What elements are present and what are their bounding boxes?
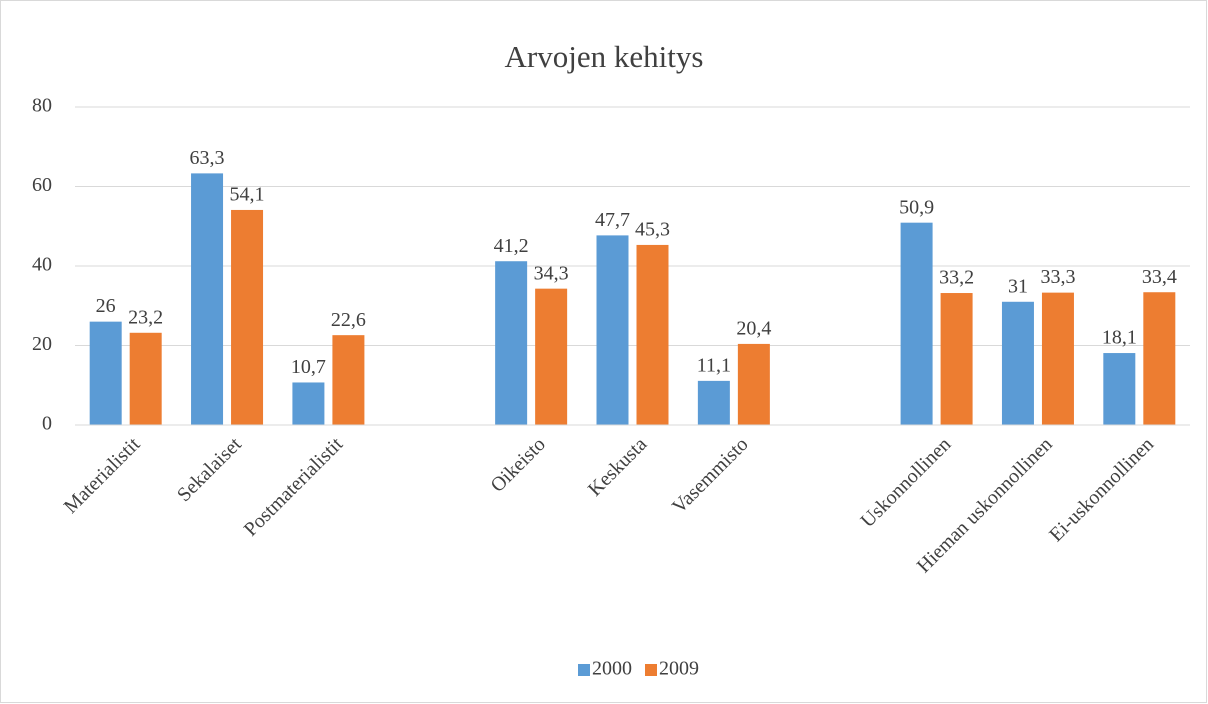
legend-swatch <box>645 664 657 676</box>
data-label: 31 <box>1008 275 1028 297</box>
bar <box>292 382 325 425</box>
y-tick-label: 40 <box>32 254 52 276</box>
bar <box>129 332 162 425</box>
bar <box>231 209 264 425</box>
legend-swatch <box>578 664 590 676</box>
bar <box>940 293 973 425</box>
bar <box>535 288 568 425</box>
bar <box>636 244 669 425</box>
bar <box>1001 301 1034 425</box>
data-label: 45,3 <box>635 219 670 241</box>
bar <box>191 173 224 425</box>
data-label: 33,3 <box>1040 266 1075 288</box>
bar <box>89 321 122 425</box>
bar <box>332 335 365 425</box>
data-label: 41,2 <box>494 235 529 257</box>
data-label: 33,2 <box>939 267 974 289</box>
legend-label: 2009 <box>659 658 699 680</box>
data-label: 23,2 <box>128 306 163 328</box>
data-label: 11,1 <box>697 354 731 376</box>
bar <box>697 380 730 425</box>
y-tick-label: 80 <box>32 95 52 117</box>
y-tick-label: 0 <box>42 413 52 435</box>
data-label: 47,7 <box>595 209 630 231</box>
legend-label: 2000 <box>592 658 632 680</box>
bar <box>596 235 629 425</box>
bar <box>737 343 770 425</box>
bar <box>1103 353 1136 425</box>
y-tick-label: 60 <box>32 174 52 196</box>
data-label: 34,3 <box>534 262 569 284</box>
bar <box>900 222 933 425</box>
data-label: 33,4 <box>1142 266 1177 288</box>
bar <box>1143 292 1176 425</box>
data-label: 18,1 <box>1102 327 1137 349</box>
data-label: 26 <box>96 295 116 317</box>
data-label: 22,6 <box>331 309 366 331</box>
data-label: 20,4 <box>736 318 771 340</box>
y-tick-label: 20 <box>32 333 52 355</box>
data-label: 54,1 <box>230 184 265 206</box>
chart-title: Arvojen kehitys <box>505 39 704 74</box>
bar <box>1041 292 1074 425</box>
data-label: 50,9 <box>899 196 934 218</box>
bar <box>495 261 528 425</box>
data-label: 10,7 <box>291 356 326 378</box>
data-label: 63,3 <box>190 147 225 169</box>
